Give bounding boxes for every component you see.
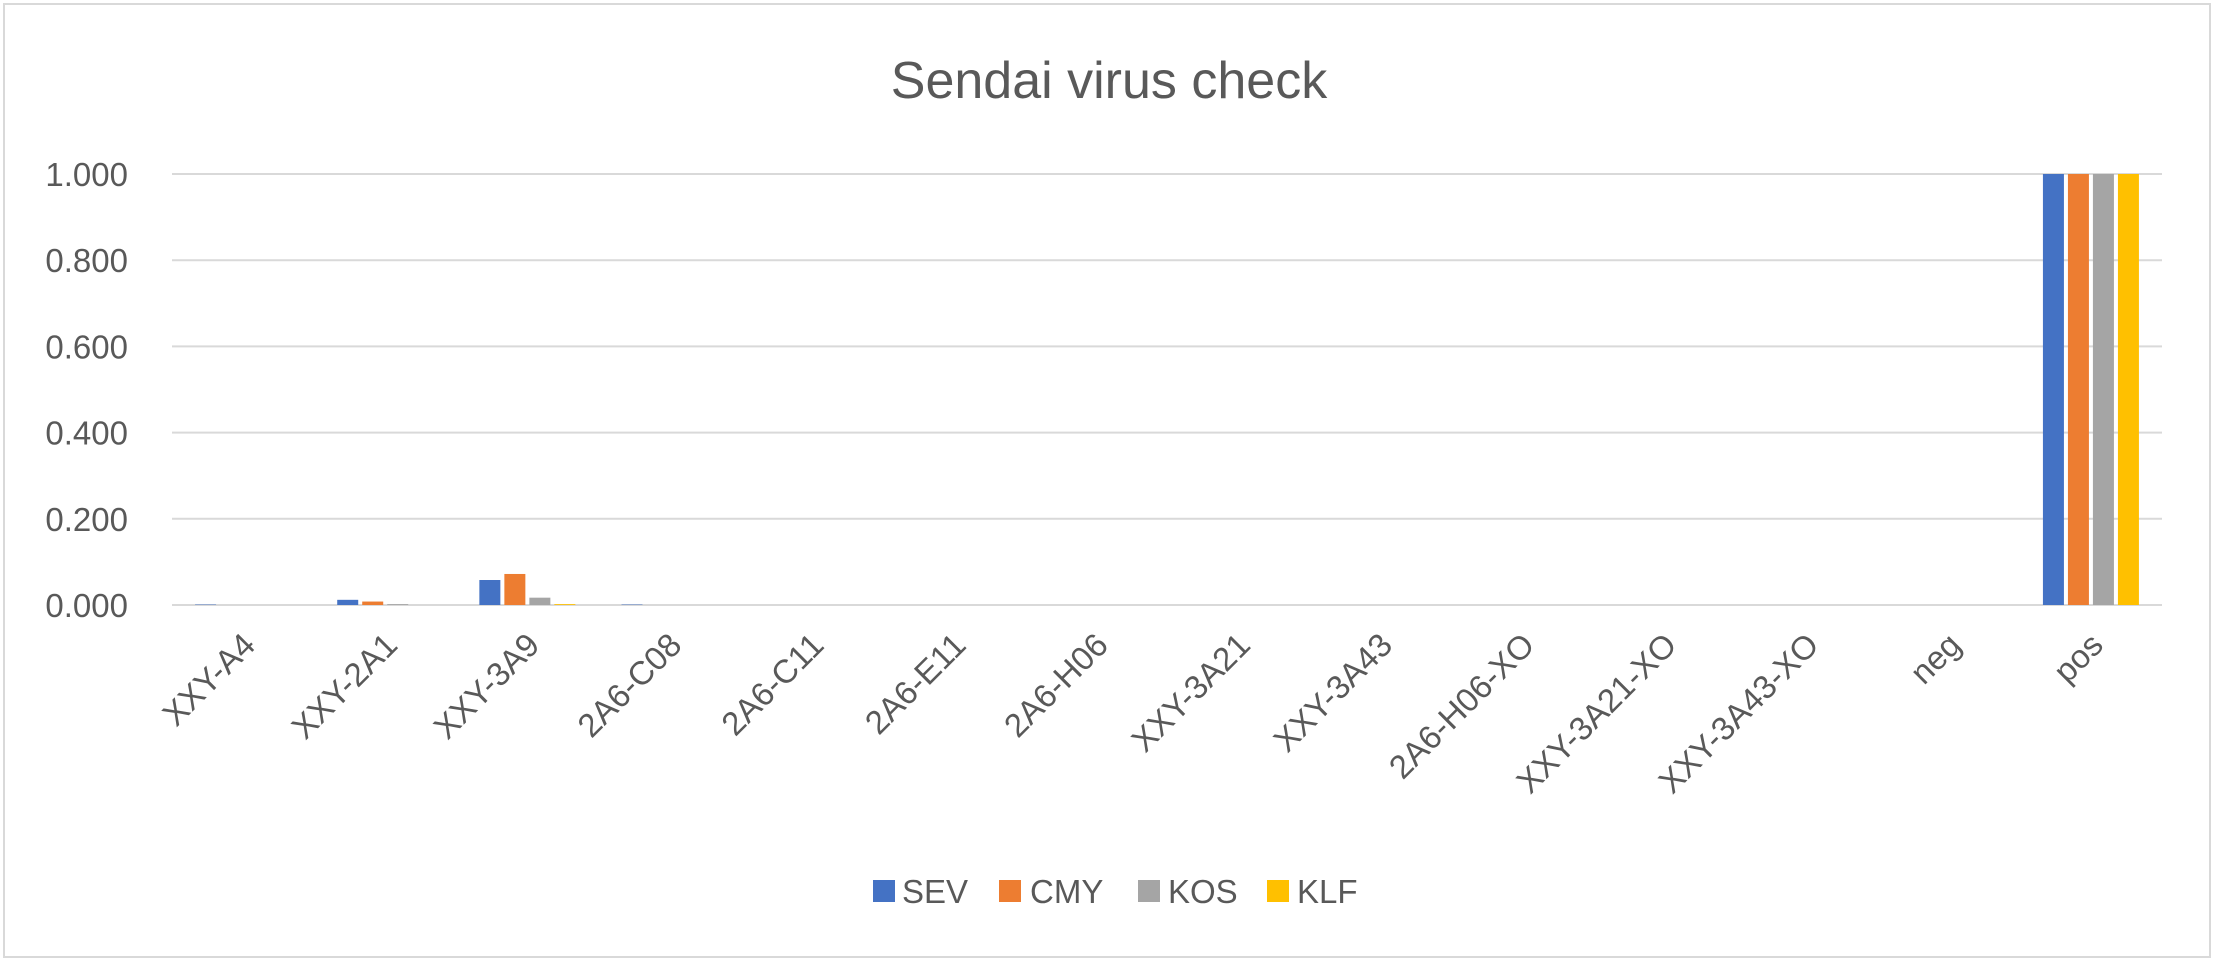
y-tick-label: 1.000 xyxy=(45,156,128,193)
bar-cmy-xxy-3a9 xyxy=(504,573,526,605)
legend-swatch-klf xyxy=(1267,880,1289,902)
legend-swatch-kos xyxy=(1138,880,1160,902)
x-category-label: XXY-3A9 xyxy=(426,626,546,746)
y-tick-label: 0.800 xyxy=(45,242,128,279)
x-category-label: 2A6-C11 xyxy=(714,626,831,743)
legend-label-sev: SEV xyxy=(902,873,968,910)
x-category-label: 2A6-C08 xyxy=(570,626,688,744)
bars xyxy=(195,174,2139,605)
x-category-label: XXY-A4 xyxy=(155,626,262,733)
y-axis-ticks: 0.000 0.200 0.400 0.600 0.800 1.000 xyxy=(45,156,128,624)
bar-klf-pos xyxy=(2117,174,2139,605)
legend: SEV CMY KOS KLF xyxy=(873,873,1358,910)
bar-kos-xxy-3a9 xyxy=(529,597,551,605)
bar-cmy-xxy-2a1 xyxy=(362,601,384,605)
y-tick-label: 0.400 xyxy=(45,415,128,452)
x-category-label: XXY-3A21 xyxy=(1124,626,1257,759)
legend-swatch-cmy xyxy=(999,880,1021,902)
y-tick-label: 0.600 xyxy=(45,328,128,365)
chart-frame xyxy=(3,3,2211,958)
x-category-label: pos xyxy=(2046,626,2110,690)
y-tick-label: 0.200 xyxy=(45,501,128,538)
chart-title: Sendai virus check xyxy=(891,52,1328,110)
bar-kos-xxy-2a1 xyxy=(387,604,409,605)
x-category-label: 2A6-H06 xyxy=(997,626,1115,744)
bar-klf-xxy-3a9 xyxy=(554,604,576,605)
x-category-label: 2A6-H06-XO xyxy=(1382,626,1542,786)
bar-sev-pos xyxy=(2042,174,2064,605)
bar-kos-pos xyxy=(2092,174,2114,605)
bar-cmy-pos xyxy=(2067,174,2089,605)
x-axis-categories: XXY-A4 XXY-2A1 XXY-3A9 2A6-C08 2A6-C11 2A6-E1… xyxy=(155,626,2110,800)
x-category-label: 2A6-E11 xyxy=(857,626,972,741)
bar-sev-xxy-2a1 xyxy=(337,599,359,605)
legend-label-kos: KOS xyxy=(1168,873,1238,910)
bar-sev-xxy-3a9 xyxy=(479,580,501,605)
legend-label-klf: KLF xyxy=(1297,873,1358,910)
x-category-label: neg xyxy=(1903,626,1968,691)
x-category-label: XXY-2A1 xyxy=(284,626,404,746)
y-tick-label: 0.000 xyxy=(45,587,128,624)
legend-label-cmy: CMY xyxy=(1030,873,1103,910)
legend-swatch-sev xyxy=(873,880,895,902)
x-category-label: XXY-3A43 xyxy=(1266,626,1399,759)
grid xyxy=(172,173,2162,606)
